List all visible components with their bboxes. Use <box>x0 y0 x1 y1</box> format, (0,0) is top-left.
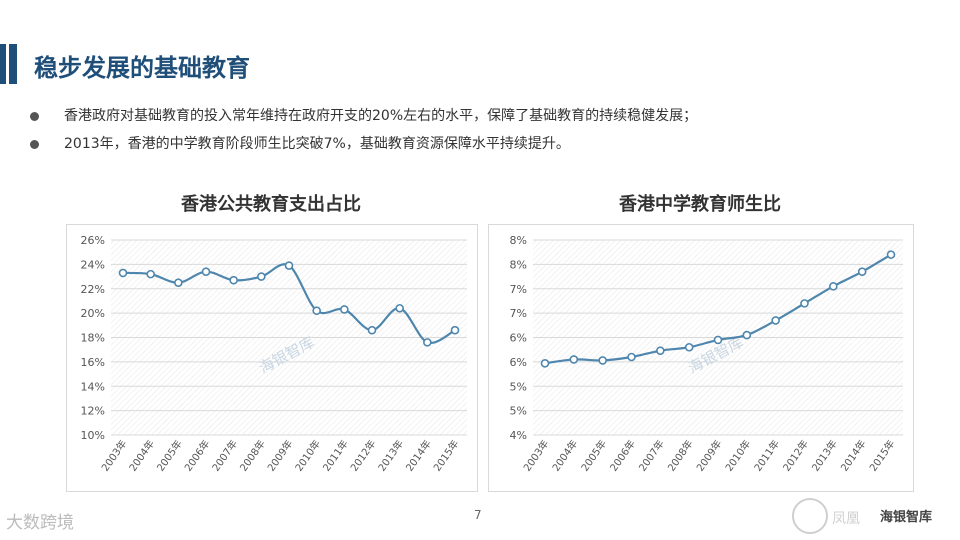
bullet-dot-icon <box>30 140 39 149</box>
data-point <box>684 342 694 352</box>
data-point <box>713 335 723 345</box>
data-point <box>340 305 349 314</box>
y-tick-label: 22% <box>81 283 105 296</box>
chart-title-teacher-ratio: 香港中学教育师生比 <box>619 194 781 215</box>
y-tick-label: 6% <box>510 356 527 369</box>
data-point <box>857 267 867 276</box>
x-tick-label: 2015年 <box>866 437 897 473</box>
data-point <box>540 359 550 368</box>
data-point <box>742 330 752 340</box>
x-tick-label: 2007年 <box>636 437 667 473</box>
data-point <box>800 299 809 308</box>
chart-title-education-spending: 香港公共教育支出占比 <box>181 194 361 215</box>
footer-brand-right: 海银智库 <box>880 510 933 525</box>
y-tick-label: 4% <box>510 429 527 442</box>
y-tick-label: 5% <box>510 380 527 393</box>
y-tick-label: 12% <box>81 405 105 418</box>
data-point <box>569 355 579 364</box>
x-tick-label: 2010年 <box>722 437 753 473</box>
data-point <box>284 261 294 270</box>
bullet-text: 香港政府对基础教育的投入常年维持在政府开支的20%左右的水平，保障了基础教育的持… <box>64 108 698 124</box>
bullet-list: 香港政府对基础教育的投入常年维持在政府开支的20%左右的水平，保障了基础教育的持… <box>30 102 930 158</box>
data-point <box>174 278 183 287</box>
data-point <box>771 316 780 325</box>
footer-brand-left: 大数跨境 <box>6 513 74 533</box>
brand-logo-icon <box>792 498 828 534</box>
data-point <box>598 356 607 365</box>
chart-frame-education-spending: 26% 24% 22% 20% 18% 16% 14% 12% 10% 海银智库 2003年 2004… <box>66 224 478 492</box>
y-tick-label: 24% <box>81 258 105 271</box>
x-tick-label: 2012年 <box>780 437 811 473</box>
x-tick-label: 2008年 <box>237 437 268 473</box>
bullet-dot-icon <box>30 112 39 121</box>
data-point <box>229 275 238 285</box>
x-tick-label: 2004年 <box>126 437 157 473</box>
data-point <box>627 352 636 362</box>
x-tick-label: 2014年 <box>838 437 869 473</box>
data-point <box>118 268 128 278</box>
data-point <box>656 346 665 355</box>
chart-frame-teacher-ratio: 8% 8% 7% 7% 6% 6% 5% 5% 4% 海银智库 2003年 2004年 2005年 200… <box>488 224 914 492</box>
x-tick-label: 2009年 <box>693 437 724 473</box>
page-title: 稳步发展的基础教育 <box>34 54 250 82</box>
bullet-item: 2013年，香港的中学教育阶段师生比突破7%，基础教育资源保障水平持续提升。 <box>30 130 930 158</box>
x-tick-label: 2005年 <box>154 437 185 473</box>
x-tick-label: 2012年 <box>347 437 378 473</box>
y-tick-label: 8% <box>510 234 527 247</box>
y-tick-label: 6% <box>510 332 527 345</box>
x-tick-label: 2004年 <box>549 437 580 473</box>
x-tick-label: 2014年 <box>403 437 434 473</box>
data-point <box>312 306 321 315</box>
x-tick-label: 2010年 <box>292 437 323 473</box>
y-tick-label: 7% <box>510 307 527 320</box>
data-point <box>450 325 460 335</box>
y-tick-label: 14% <box>81 380 105 393</box>
x-tick-label: 2009年 <box>264 437 295 473</box>
y-tick-label: 10% <box>81 429 105 442</box>
page-number: 7 <box>474 508 482 522</box>
bullet-item: 香港政府对基础教育的投入常年维持在政府开支的20%左右的水平，保障了基础教育的持… <box>30 102 930 130</box>
x-tick-label: 2015年 <box>430 437 461 473</box>
y-tick-label: 20% <box>81 307 105 320</box>
x-tick-label: 2011年 <box>751 437 782 473</box>
y-tick-label: 8% <box>510 258 527 271</box>
data-point <box>201 267 211 276</box>
x-tick-label: 2007年 <box>209 437 240 473</box>
x-tick-label: 2008年 <box>665 437 696 473</box>
title-accent-bar <box>0 44 18 84</box>
x-tick-label: 2005年 <box>578 437 609 473</box>
data-point <box>367 325 377 335</box>
x-tick-label: 2006年 <box>181 437 212 473</box>
x-tick-label: 2006年 <box>607 437 638 473</box>
x-tick-label: 2003年 <box>98 437 129 473</box>
data-point <box>423 338 432 347</box>
data-point <box>829 282 838 291</box>
x-tick-label: 2013年 <box>809 437 840 473</box>
data-point <box>886 250 896 259</box>
footer-faded-brand: 凤凰 <box>832 511 860 527</box>
data-point <box>257 272 266 281</box>
chart-education-spending: 26%24%22%20%18%16%14%12%10%海银智库2003年2004… <box>81 234 467 474</box>
bullet-text: 2013年，香港的中学教育阶段师生比突破7%，基础教育资源保障水平持续提升。 <box>64 136 570 152</box>
y-tick-label: 7% <box>510 283 527 296</box>
x-tick-label: 2011年 <box>320 437 351 473</box>
data-point <box>395 303 404 313</box>
y-tick-label: 16% <box>81 356 105 369</box>
y-tick-label: 26% <box>81 234 105 247</box>
data-point <box>146 269 155 279</box>
x-tick-label: 2013年 <box>375 437 406 473</box>
y-tick-label: 18% <box>81 332 105 345</box>
x-tick-label: 2003年 <box>520 437 551 473</box>
y-tick-label: 5% <box>510 405 527 418</box>
